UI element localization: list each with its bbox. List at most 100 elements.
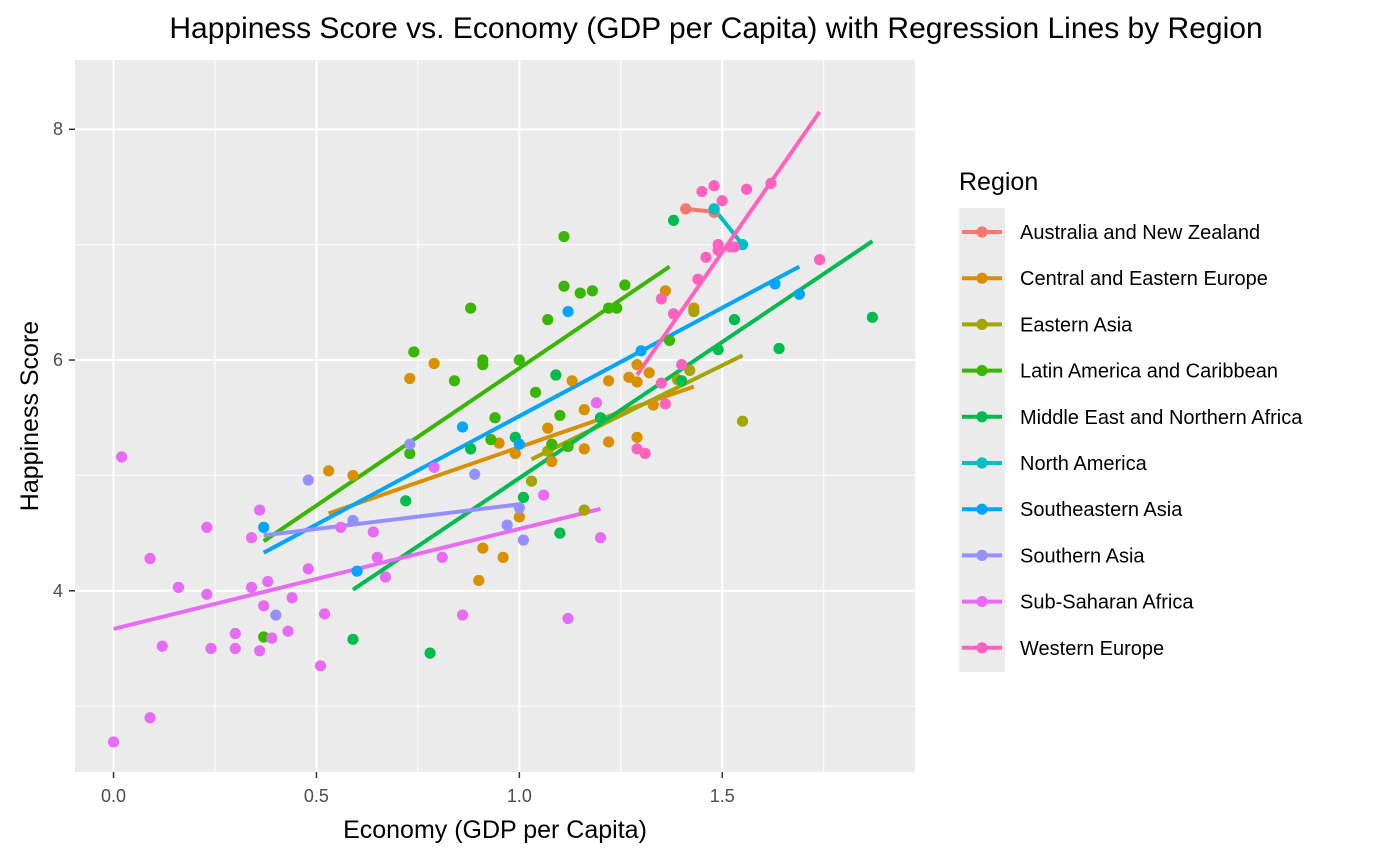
point-southeastern-asia — [258, 521, 270, 533]
point-central-and-eastern-europe — [631, 376, 643, 388]
point-sub-saharan-africa — [254, 504, 266, 516]
y-tick-label: 6 — [53, 350, 63, 370]
point-sub-saharan-africa — [229, 642, 241, 655]
legend-dot — [976, 503, 988, 515]
point-eastern-asia — [688, 305, 700, 318]
point-western-europe — [712, 244, 724, 257]
point-latin-america-and-caribbean — [408, 346, 420, 358]
point-latin-america-and-caribbean — [562, 440, 574, 453]
point-latin-america-and-caribbean — [542, 314, 554, 326]
point-western-europe — [814, 254, 826, 266]
regression-line-middle-east-and-northern-africa — [351, 239, 874, 592]
regression-line-latin-america-and-caribbean — [262, 264, 671, 543]
point-southeastern-asia — [769, 278, 781, 290]
point-southern-asia — [501, 519, 513, 531]
legend-dot — [976, 226, 988, 238]
point-sub-saharan-africa — [367, 526, 379, 538]
point-sub-saharan-africa — [456, 609, 469, 621]
legend-dot — [976, 365, 988, 377]
point-western-europe — [765, 177, 777, 190]
point-central-and-eastern-europe — [404, 372, 416, 385]
x-axis-title: Economy (GDP per Capita) — [343, 816, 647, 844]
point-sub-saharan-africa — [156, 640, 168, 652]
point-southern-asia — [513, 502, 525, 514]
point-sub-saharan-africa — [590, 397, 603, 409]
point-western-europe — [692, 273, 704, 285]
legend-item-southern-asia: Southern Asia — [962, 545, 1145, 567]
point-middle-east-and-northern-africa — [773, 342, 785, 355]
point-sub-saharan-africa — [258, 600, 270, 612]
point-western-europe — [728, 241, 741, 253]
legend-label: Southeastern Asia — [1020, 499, 1183, 521]
point-southeastern-asia — [456, 421, 469, 433]
point-latin-america-and-caribbean — [448, 375, 461, 387]
y-tick-label: 8 — [53, 119, 63, 139]
point-sub-saharan-africa — [428, 461, 440, 473]
point-sub-saharan-africa — [594, 532, 607, 544]
point-sub-saharan-africa — [201, 521, 213, 533]
point-eastern-asia — [736, 415, 749, 427]
point-sub-saharan-africa — [107, 736, 120, 748]
point-north-america — [708, 203, 720, 215]
point-middle-east-and-northern-africa — [712, 344, 724, 356]
legend-item-latin-america-and-caribbean: Latin America and Caribbean — [962, 361, 1278, 383]
point-middle-east-and-northern-africa — [517, 491, 530, 503]
point-eastern-asia — [684, 364, 696, 377]
point-western-europe — [696, 185, 708, 198]
point-southern-asia — [469, 468, 481, 480]
legend-item-western-europe: Western Europe — [962, 638, 1164, 660]
point-middle-east-and-northern-africa — [465, 443, 477, 455]
legend-key-background — [959, 208, 1005, 672]
chart-title: Happiness Score vs. Economy (GDP per Cap… — [169, 12, 1262, 45]
x-tick-label: 1.0 — [507, 786, 532, 806]
point-western-europe — [708, 180, 720, 192]
point-latin-america-and-caribbean — [611, 302, 623, 314]
point-middle-east-and-northern-africa — [347, 633, 359, 645]
regression-lines — [113, 110, 874, 631]
legend-item-north-america: North America — [962, 453, 1148, 475]
point-central-and-eastern-europe — [509, 447, 521, 460]
y-axis-ticks: 4 6 8 — [53, 119, 75, 601]
point-middle-east-and-northern-africa — [400, 495, 412, 507]
point-central-and-eastern-europe — [578, 443, 590, 455]
point-sub-saharan-africa — [262, 575, 274, 588]
y-axis-title: Happiness Score — [16, 321, 44, 511]
point-southeastern-asia — [793, 288, 805, 300]
point-latin-america-and-caribbean — [554, 409, 566, 422]
point-western-europe — [639, 447, 651, 460]
point-sub-saharan-africa — [302, 563, 314, 575]
point-sub-saharan-africa — [436, 551, 448, 563]
legend-dot — [976, 272, 988, 284]
point-central-and-eastern-europe — [623, 371, 635, 383]
point-sub-saharan-africa — [144, 712, 156, 724]
point-western-europe — [655, 293, 667, 305]
point-middle-east-and-northern-africa — [594, 412, 607, 424]
point-sub-saharan-africa — [282, 625, 294, 637]
point-sub-saharan-africa — [229, 627, 241, 640]
point-sub-saharan-africa — [254, 645, 266, 657]
legend-dot — [976, 411, 988, 423]
point-latin-america-and-caribbean — [485, 434, 497, 446]
point-southeastern-asia — [562, 305, 574, 318]
point-central-and-eastern-europe — [428, 357, 440, 370]
point-southeastern-asia — [513, 438, 525, 450]
point-southern-asia — [270, 609, 282, 621]
point-sub-saharan-africa — [286, 592, 298, 604]
y-tick-label: 4 — [53, 581, 63, 601]
point-latin-america-and-caribbean — [404, 447, 416, 460]
legend: Australia and New Zealand Central and Eas… — [959, 208, 1303, 672]
point-central-and-eastern-europe — [542, 422, 554, 434]
point-australia-and-new-zealand — [680, 203, 692, 215]
point-central-and-eastern-europe — [497, 551, 509, 563]
point-latin-america-and-caribbean — [574, 287, 586, 299]
legend-dot — [976, 457, 988, 469]
point-latin-america-and-caribbean — [529, 386, 542, 398]
point-central-and-eastern-europe — [473, 574, 485, 587]
x-tick-label: 0.0 — [101, 786, 126, 806]
legend-label: Australia and New Zealand — [1020, 222, 1260, 244]
point-latin-america-and-caribbean — [619, 279, 631, 291]
point-central-and-eastern-europe — [566, 375, 578, 387]
point-southern-asia — [347, 514, 359, 527]
point-middle-east-and-northern-africa — [728, 314, 741, 326]
regression-line-southeastern-asia — [262, 264, 801, 555]
